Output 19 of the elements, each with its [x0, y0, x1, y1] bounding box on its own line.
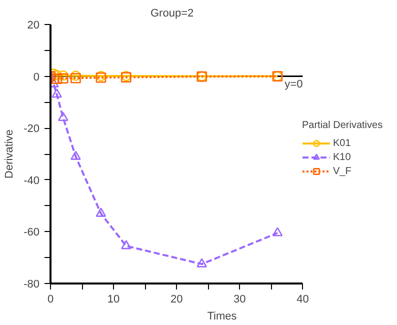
x-tick-label: 10	[107, 294, 120, 306]
y-tick-label: -40	[24, 174, 40, 187]
y-tick-label: 20	[27, 20, 40, 32]
y-axis-title: Derivative	[4, 130, 16, 178]
y-tick-label: 0	[33, 71, 40, 84]
x-axis-title: Times	[207, 310, 238, 322]
y-tick-label: -60	[24, 226, 40, 239]
x-tick-label: 0	[47, 294, 54, 306]
y-tick-label: -20	[24, 123, 40, 136]
legend-label: K10	[333, 152, 352, 162]
legend-title: Partial Derivatives	[302, 120, 383, 131]
chart-title: Group=2	[150, 8, 194, 20]
legend-label: K01	[333, 138, 352, 148]
ref-line-label: y=0	[284, 78, 303, 90]
x-tick-label: 40	[296, 294, 309, 306]
x-tick-label: 20	[170, 294, 183, 306]
y-tick-label: -80	[24, 278, 40, 290]
legend-label: V_F	[333, 166, 352, 176]
x-tick-label: 30	[234, 294, 246, 306]
